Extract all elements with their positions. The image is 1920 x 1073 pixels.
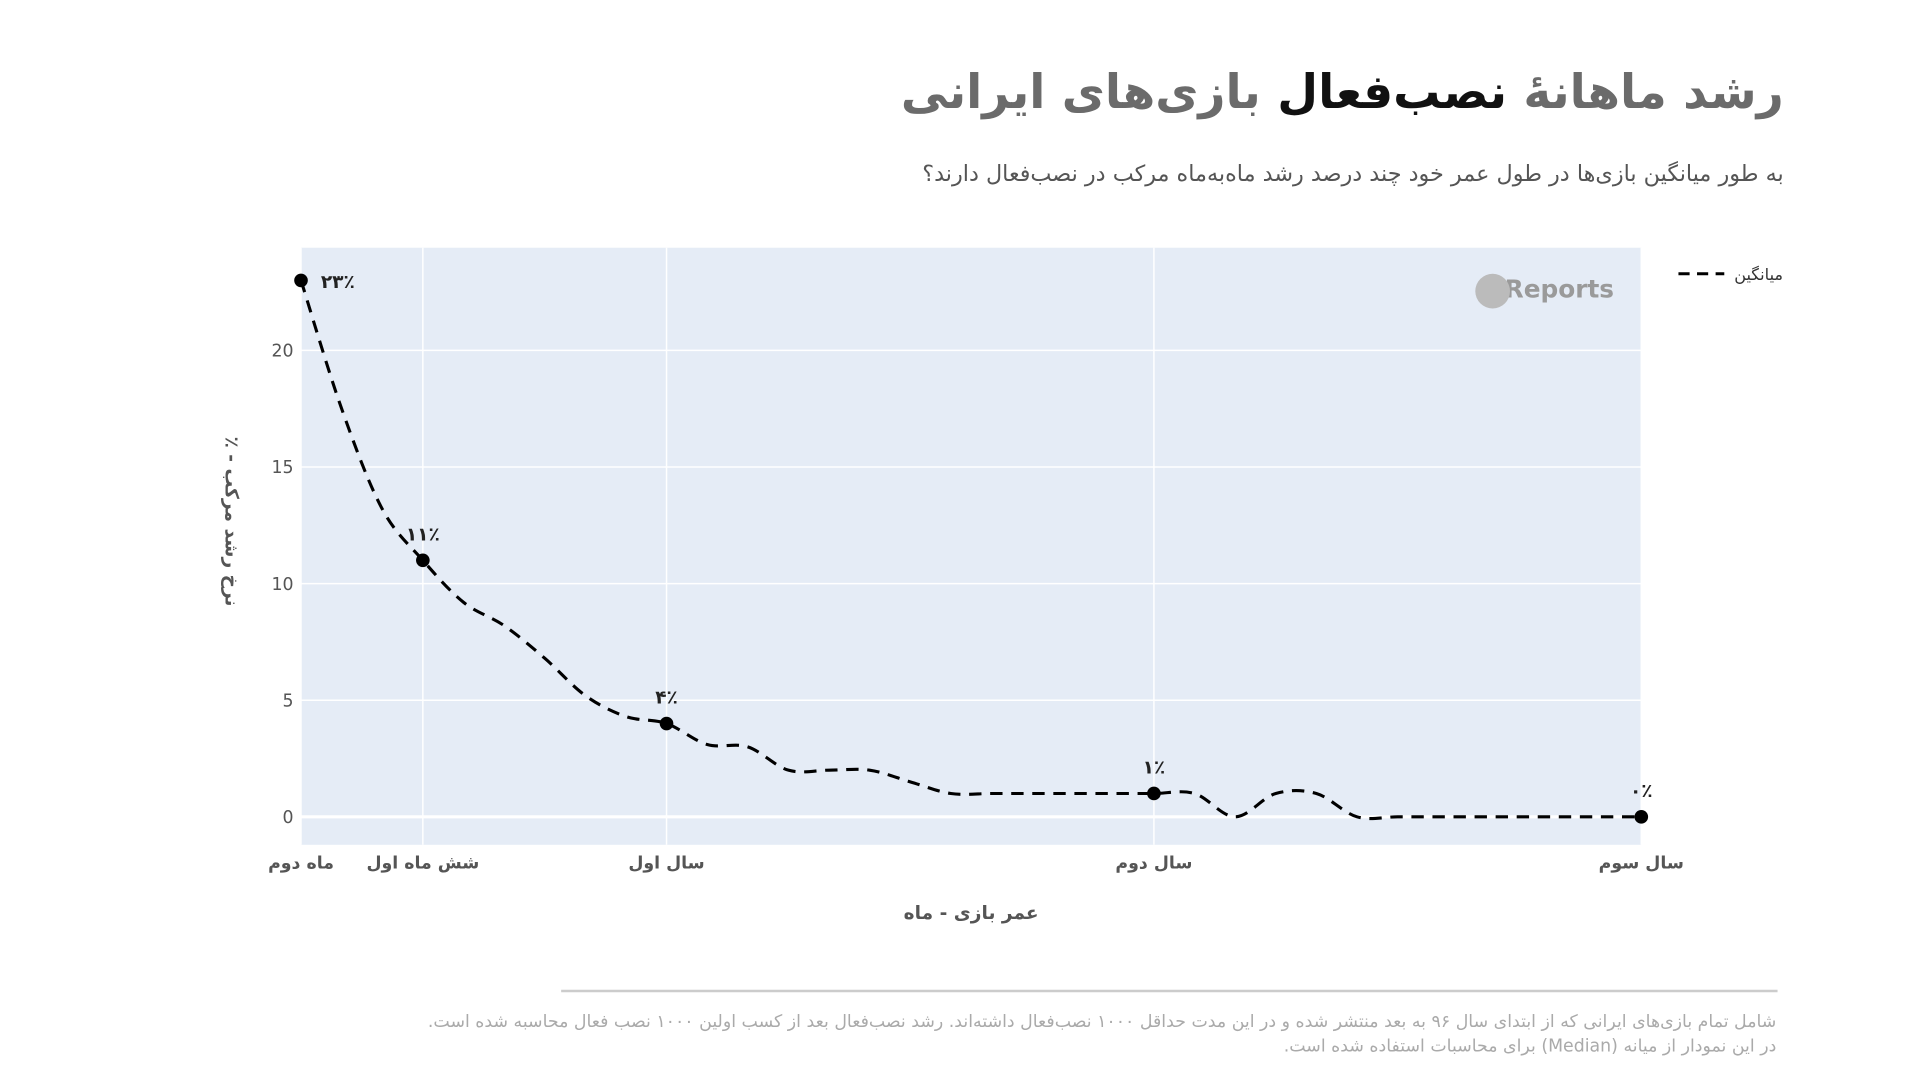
data-point (1634, 810, 1649, 824)
data-label: ۴٪ (655, 688, 678, 709)
y-tick-label: 0 (283, 808, 294, 828)
title-part: رشد ماهانهٔ (1523, 64, 1784, 119)
y-tick-label: 5 (283, 691, 294, 711)
data-label: ۱۱٪ (406, 524, 440, 545)
x-tick-label: شش ماه اول (366, 853, 479, 873)
x-tick-label: سال دوم (1115, 853, 1192, 873)
data-point (659, 716, 674, 731)
title-part: بازی‌های ایرانی (900, 64, 1261, 119)
watermark-icon (1475, 273, 1510, 309)
data-point (1147, 786, 1161, 801)
subtitle: به طور میانگین بازی‌ها در طول عمر خود چن… (922, 161, 1784, 188)
x-tick-label: ماه دوم (268, 853, 334, 873)
x-tick-label: سال اول (628, 853, 704, 873)
data-label: ۱٪ (1143, 758, 1166, 779)
footnote-line: شامل تمام بازی‌های ایرانی که از ابتدای س… (427, 1012, 1777, 1032)
data-label: ۰٪ (1630, 781, 1653, 802)
plot-area (301, 247, 1642, 845)
y-tick-label: 15 (272, 458, 294, 478)
x-tick-label: سال سوم (1599, 853, 1684, 873)
data-point (294, 273, 308, 288)
footnote: شامل تمام بازی‌های ایرانی که از ابتدای س… (428, 1010, 1776, 1060)
y-tick-label: 20 (272, 342, 294, 362)
data-label: ۲۳٪ (321, 272, 355, 293)
data-line (299, 279, 1642, 821)
y-axis-title: ٪ - نرخ رشد مرکب (220, 436, 241, 606)
data-point (416, 553, 430, 568)
legend-label: میانگین (1734, 265, 1783, 285)
title-highlight: نصب‌فعال (1277, 64, 1508, 119)
y-tick-label: 10 (272, 575, 294, 595)
title: رشد ماهانهٔ نصب‌فعال بازی‌های ایرانی (901, 64, 1784, 119)
watermark: Reports (1505, 274, 1614, 303)
x-axis-title: عمر بازی - ماه (904, 903, 1039, 924)
footnote-line: در این نمودار از میانه (Median) برای محا… (1283, 1036, 1777, 1057)
